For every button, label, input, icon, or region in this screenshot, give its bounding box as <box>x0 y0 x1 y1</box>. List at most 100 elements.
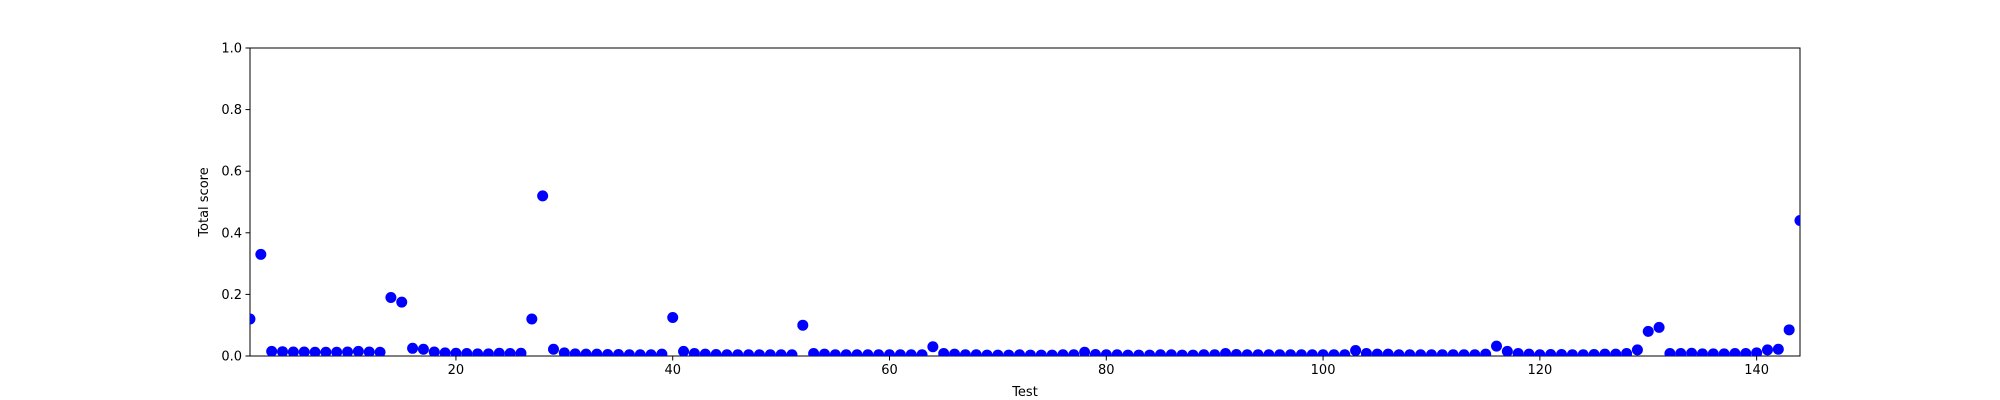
point <box>1014 349 1026 356</box>
point <box>547 343 559 355</box>
point <box>743 349 755 356</box>
point <box>894 349 906 356</box>
point <box>1588 348 1600 356</box>
point <box>1230 348 1242 356</box>
point <box>1707 348 1719 356</box>
point <box>1610 348 1622 356</box>
point <box>266 345 278 356</box>
point <box>1317 349 1329 356</box>
point <box>1642 325 1654 337</box>
point <box>1241 349 1253 356</box>
point <box>526 313 538 325</box>
point <box>602 348 614 356</box>
point <box>1220 348 1232 356</box>
point <box>1306 349 1318 356</box>
point <box>797 319 809 331</box>
point <box>840 349 852 356</box>
point <box>1599 348 1611 356</box>
plot-frame <box>249 47 1801 357</box>
point <box>970 349 982 356</box>
point <box>688 348 700 356</box>
point <box>1154 349 1166 356</box>
y-axis-label: Total score <box>197 167 212 237</box>
point <box>580 348 592 356</box>
point <box>558 347 570 356</box>
point <box>385 291 397 303</box>
point <box>1371 348 1383 356</box>
point <box>1089 348 1101 356</box>
point <box>916 349 928 356</box>
point <box>862 349 874 356</box>
point <box>1144 349 1156 356</box>
point <box>255 248 267 260</box>
point <box>461 348 473 356</box>
point <box>1295 349 1307 356</box>
point <box>352 345 364 356</box>
point <box>884 349 896 356</box>
point <box>927 341 939 353</box>
point <box>775 349 787 356</box>
point <box>250 313 256 325</box>
point <box>1057 349 1069 356</box>
point <box>1079 346 1091 356</box>
point <box>818 348 830 356</box>
point <box>753 349 765 356</box>
point <box>472 348 484 356</box>
point <box>1133 349 1145 356</box>
point <box>1761 344 1773 356</box>
point <box>374 346 386 356</box>
point <box>1035 349 1047 356</box>
point <box>1350 344 1362 356</box>
y-tick-label: 0.4 <box>221 226 242 241</box>
point <box>331 346 343 356</box>
point <box>667 312 679 323</box>
point <box>1621 348 1633 356</box>
point <box>1404 349 1416 356</box>
point <box>710 348 722 356</box>
point <box>829 349 841 356</box>
point <box>992 349 1004 356</box>
point <box>1556 348 1568 356</box>
point <box>1501 345 1513 356</box>
point <box>1068 349 1080 356</box>
point <box>613 348 625 356</box>
point <box>786 349 798 356</box>
point <box>851 349 863 356</box>
point <box>808 348 820 356</box>
point <box>1566 349 1578 356</box>
point <box>1024 349 1036 356</box>
point <box>1664 348 1676 356</box>
point <box>1653 321 1665 333</box>
point <box>1122 349 1134 356</box>
x-tick-label: 100 <box>1311 363 1336 378</box>
point <box>396 296 408 308</box>
y-tick-label: 1.0 <box>221 42 242 57</box>
point <box>493 347 505 356</box>
point <box>1523 348 1535 356</box>
point <box>764 349 776 356</box>
point <box>1718 348 1730 356</box>
point <box>1252 349 1264 356</box>
point <box>1187 349 1199 356</box>
y-tick-label: 0.2 <box>221 288 242 303</box>
points <box>250 190 1800 356</box>
x-tick-label: 120 <box>1527 363 1552 378</box>
point <box>1783 324 1795 336</box>
point <box>537 190 549 202</box>
point <box>1274 349 1286 356</box>
point <box>417 343 429 355</box>
point <box>407 342 419 354</box>
point <box>656 348 668 356</box>
point <box>1512 348 1524 356</box>
point <box>363 346 375 356</box>
x-tick-label: 20 <box>448 363 465 378</box>
point <box>1740 348 1752 356</box>
x-axis-label: Test <box>1011 385 1038 400</box>
x-tick-label: 80 <box>1098 363 1115 378</box>
point <box>1751 347 1763 356</box>
point <box>1111 349 1123 356</box>
point <box>569 348 581 356</box>
point <box>959 349 971 356</box>
y-tick-label: 0.8 <box>221 103 242 118</box>
point <box>342 346 354 356</box>
